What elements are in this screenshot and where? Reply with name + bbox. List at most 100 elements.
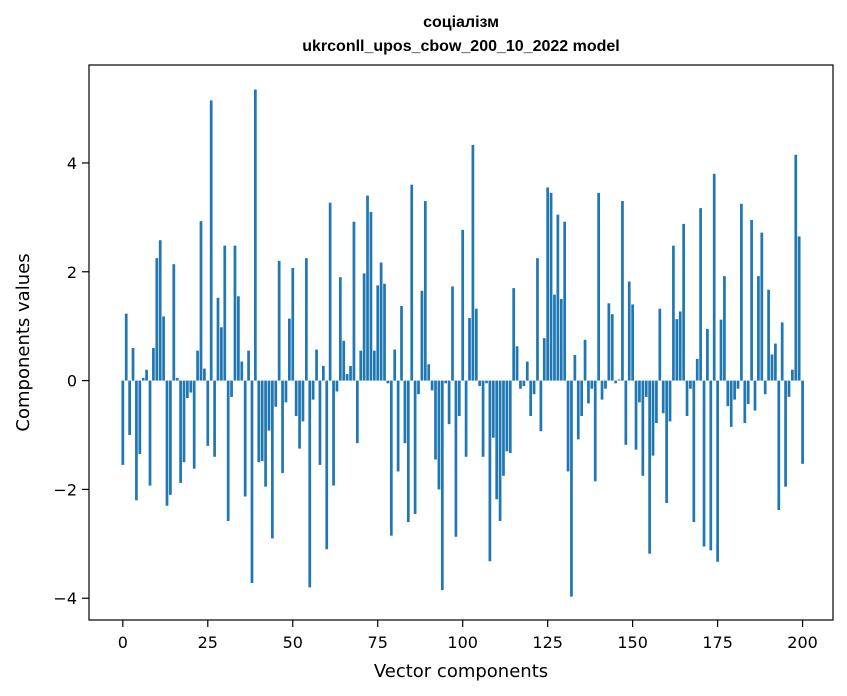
bar-component-21 [192, 380, 196, 469]
bar-component-181 [736, 380, 740, 389]
bar-component-152 [638, 380, 641, 403]
bar-component-77 [383, 283, 386, 381]
bar-component-56 [311, 380, 315, 400]
bar-component-79 [389, 380, 393, 536]
bar-component-104 [474, 308, 478, 381]
x-tick-label: 50 [283, 633, 303, 652]
x-axis-label: Vector components [374, 661, 548, 682]
bar-component-154 [644, 380, 648, 397]
bar-component-68 [352, 221, 356, 381]
bar-component-130 [563, 221, 567, 381]
x-tick-label: 25 [198, 633, 218, 652]
bar-component-168 [692, 380, 696, 523]
bar-component-26 [209, 100, 213, 381]
bar-component-194 [780, 322, 784, 381]
bar-component-118 [522, 380, 526, 387]
bar-component-125 [546, 187, 550, 381]
bar-component-41 [260, 380, 264, 462]
x-tick-label: 100 [447, 633, 478, 652]
bar-component-123 [539, 380, 543, 432]
bar-component-81 [396, 380, 400, 472]
bar-component-76 [379, 262, 383, 381]
bar-component-31 [226, 380, 230, 521]
bar-component-114 [508, 380, 512, 453]
bar-component-61 [328, 202, 332, 381]
bar-component-9 [152, 347, 155, 381]
bar-component-160 [665, 380, 668, 504]
bar-component-113 [505, 380, 509, 452]
bar-component-46 [277, 260, 281, 381]
bar-component-156 [651, 380, 655, 456]
bar-component-98 [454, 380, 458, 537]
bar-component-150 [631, 304, 634, 381]
bar-component-174 [712, 173, 716, 381]
bar-component-85 [410, 184, 414, 381]
bar-component-172 [706, 328, 709, 381]
bar-component-37 [247, 350, 250, 381]
bar-component-8 [148, 380, 152, 486]
bar-component-102 [468, 318, 471, 381]
bar-component-38 [250, 380, 254, 583]
bar-component-186 [753, 380, 757, 411]
bar-component-185 [750, 220, 753, 381]
bar-component-137 [587, 380, 590, 404]
bar-component-88 [420, 290, 424, 381]
bar-component-60 [325, 380, 329, 550]
bar-component-92 [434, 380, 437, 460]
bar-component-179 [729, 380, 733, 427]
bar-component-115 [512, 288, 516, 381]
bar-component-189 [763, 380, 767, 395]
bar-component-165 [682, 223, 685, 381]
bar-component-127 [553, 294, 556, 381]
bar-component-57 [315, 349, 318, 381]
bar-component-110 [495, 380, 499, 500]
bar-component-89 [423, 201, 427, 381]
bar-component-6 [141, 377, 145, 381]
bar-component-5 [138, 380, 142, 455]
bar-component-136 [583, 339, 587, 381]
bar-component-63 [335, 380, 339, 392]
bar-component-93 [437, 380, 441, 490]
bar-component-155 [648, 380, 651, 554]
bar-component-153 [641, 380, 645, 476]
bar-component-112 [502, 380, 505, 476]
bar-component-122 [536, 258, 539, 381]
bar-component-94 [440, 380, 444, 591]
bar-component-12 [162, 316, 165, 381]
bar-component-169 [695, 358, 699, 381]
y-tick-label: 4 [67, 154, 77, 173]
bar-component-90 [427, 364, 431, 381]
y-axis-ticks: −4 −2 0 2 4 [53, 154, 89, 608]
bar-component-52 [298, 380, 301, 449]
bar-component-196 [787, 380, 791, 397]
x-tick-label: 175 [702, 633, 733, 652]
plot-frame [88, 64, 834, 621]
bar-component-15 [172, 264, 176, 381]
bar-component-164 [678, 311, 682, 381]
bar-component-173 [709, 380, 713, 551]
bar-component-1 [124, 313, 128, 381]
bar-component-124 [542, 338, 546, 381]
bar-component-198 [794, 154, 798, 381]
bar-component-109 [491, 380, 495, 438]
bar-component-48 [284, 380, 288, 403]
bar-component-49 [288, 318, 291, 381]
bar-component-86 [413, 380, 417, 514]
bar-component-33 [233, 245, 237, 381]
bar-component-139 [593, 380, 597, 482]
bar-component-126 [549, 192, 553, 381]
bar-component-100 [461, 229, 465, 381]
bar-component-83 [403, 380, 407, 444]
bar-component-184 [746, 380, 750, 404]
y-tick-label: 0 [67, 372, 77, 391]
bar-component-140 [597, 192, 601, 381]
bar-component-78 [386, 380, 390, 384]
x-tick-label: 150 [617, 633, 648, 652]
x-tick-label: 125 [532, 633, 563, 652]
bar-component-27 [213, 380, 216, 457]
bar-component-178 [726, 380, 730, 407]
bar-component-0 [121, 380, 125, 465]
bar-component-87 [417, 380, 420, 395]
bar-component-53 [301, 380, 305, 422]
bar-component-91 [430, 380, 434, 391]
